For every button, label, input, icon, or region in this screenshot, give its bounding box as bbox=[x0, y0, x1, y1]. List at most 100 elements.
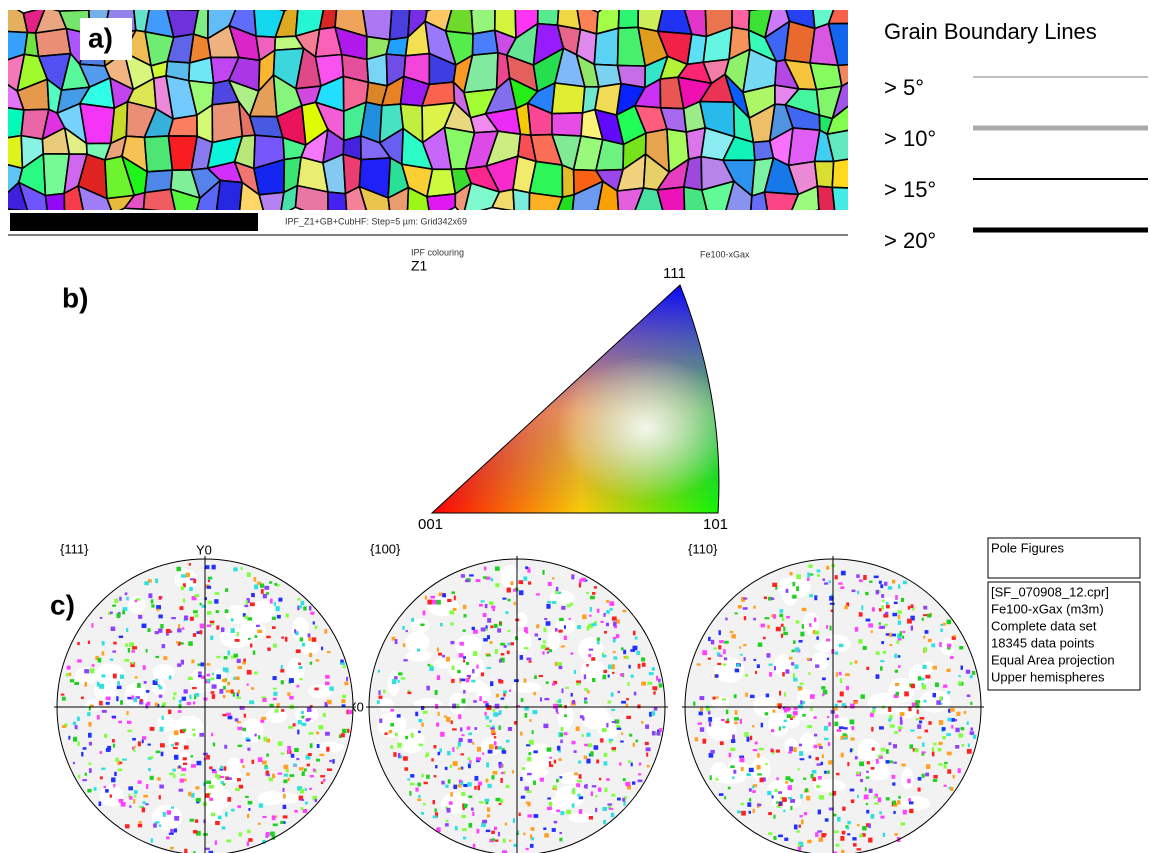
pole-dot bbox=[603, 820, 606, 824]
pole-dot bbox=[559, 618, 564, 621]
pole-dot bbox=[880, 666, 883, 670]
pole-dot bbox=[301, 716, 304, 719]
pole-dot bbox=[445, 785, 448, 788]
pole-dot bbox=[308, 753, 312, 756]
pole-dot bbox=[251, 760, 254, 764]
pole-dot bbox=[112, 716, 116, 718]
pole-dot bbox=[886, 633, 890, 636]
pole-dot bbox=[840, 691, 844, 696]
pole-dot bbox=[207, 674, 211, 677]
pole-dot bbox=[922, 665, 926, 669]
pole-dot bbox=[131, 650, 134, 653]
pole-dot bbox=[876, 759, 879, 764]
pole-dot bbox=[618, 691, 620, 693]
pole-dot bbox=[160, 624, 163, 628]
pole-dot bbox=[325, 732, 330, 736]
pole-dot bbox=[104, 786, 107, 788]
pole-dot bbox=[494, 741, 497, 745]
pole-dot bbox=[835, 704, 838, 707]
blank-patch bbox=[799, 733, 815, 753]
pole-dot bbox=[467, 675, 471, 677]
pole-dot bbox=[425, 596, 427, 600]
pole-dot bbox=[206, 663, 210, 666]
pole-dot bbox=[452, 747, 454, 752]
pole-dot bbox=[463, 690, 466, 693]
pole-dot bbox=[315, 799, 317, 802]
grain bbox=[815, 161, 834, 187]
ipf-caption: IPF colouring bbox=[411, 247, 464, 257]
pole-dot bbox=[744, 657, 746, 661]
pole-dot bbox=[819, 837, 824, 841]
pole-dot bbox=[193, 702, 195, 705]
pole-dot bbox=[788, 708, 791, 710]
pole-dot bbox=[716, 778, 719, 781]
pole-dot bbox=[220, 776, 224, 778]
pole-dot bbox=[293, 763, 297, 766]
pole-dot bbox=[584, 688, 588, 691]
pole-dot bbox=[868, 838, 872, 843]
pole-dot bbox=[524, 713, 527, 718]
pole-dot bbox=[397, 743, 402, 748]
pole-dot bbox=[153, 823, 157, 827]
pole-dot bbox=[411, 733, 414, 738]
pole-dot bbox=[312, 637, 317, 642]
pole-dot bbox=[878, 797, 881, 802]
pole-dot bbox=[493, 712, 498, 717]
pole-dot bbox=[177, 628, 181, 632]
pole-dot bbox=[861, 605, 863, 610]
pole-dot bbox=[824, 738, 829, 740]
pole-dot bbox=[474, 776, 478, 781]
pole-dot bbox=[771, 750, 774, 753]
pole-dot bbox=[970, 731, 975, 735]
pole-dot bbox=[260, 583, 264, 587]
pole-dot bbox=[224, 745, 227, 749]
pole-dot bbox=[760, 778, 764, 783]
pole-dot bbox=[631, 675, 634, 678]
pole-dot bbox=[484, 799, 489, 802]
pole-dot bbox=[486, 762, 489, 767]
pole-dot bbox=[305, 788, 307, 791]
pole-dot bbox=[814, 716, 817, 719]
pole-dot bbox=[796, 586, 799, 591]
pole-dot bbox=[187, 702, 191, 705]
pole-dot bbox=[776, 801, 779, 803]
pole-dot bbox=[156, 605, 161, 609]
pole-dot bbox=[822, 754, 824, 758]
pole-dot bbox=[446, 717, 451, 722]
pole-dot bbox=[490, 625, 493, 628]
pole-dot bbox=[619, 762, 621, 765]
pole-dot bbox=[190, 617, 194, 621]
grain bbox=[362, 3, 392, 39]
pole-dot bbox=[970, 675, 973, 678]
pole-dot bbox=[310, 662, 313, 665]
pole-dot bbox=[719, 640, 724, 643]
pole-dot bbox=[609, 739, 613, 741]
pole-dot bbox=[539, 675, 543, 677]
pole-dot bbox=[822, 693, 824, 696]
pole-dot bbox=[504, 771, 506, 774]
pole-dot bbox=[884, 624, 887, 627]
pole-dot bbox=[781, 634, 783, 638]
pole-dot bbox=[817, 763, 821, 765]
pole-dot bbox=[224, 766, 227, 770]
pole-dot bbox=[745, 693, 748, 697]
pole-dot bbox=[846, 827, 849, 830]
pole-dot bbox=[782, 672, 785, 676]
pole-dot bbox=[959, 733, 963, 737]
pole-dot bbox=[472, 669, 474, 673]
pole-dot bbox=[909, 801, 914, 804]
pole-dot bbox=[162, 716, 164, 720]
pole-dot bbox=[174, 730, 179, 735]
pole-dot bbox=[193, 830, 198, 833]
pole-dot bbox=[468, 732, 472, 735]
pole-dot bbox=[747, 802, 751, 807]
pole-dot bbox=[556, 712, 558, 714]
pole-dot bbox=[191, 764, 196, 767]
grain bbox=[386, 37, 408, 56]
pole-dot bbox=[867, 761, 870, 764]
pole-dot bbox=[171, 617, 176, 619]
pole-dot bbox=[888, 718, 891, 721]
pole-dot bbox=[824, 582, 828, 584]
pole-dot bbox=[447, 751, 450, 755]
blank-patch bbox=[202, 787, 232, 810]
